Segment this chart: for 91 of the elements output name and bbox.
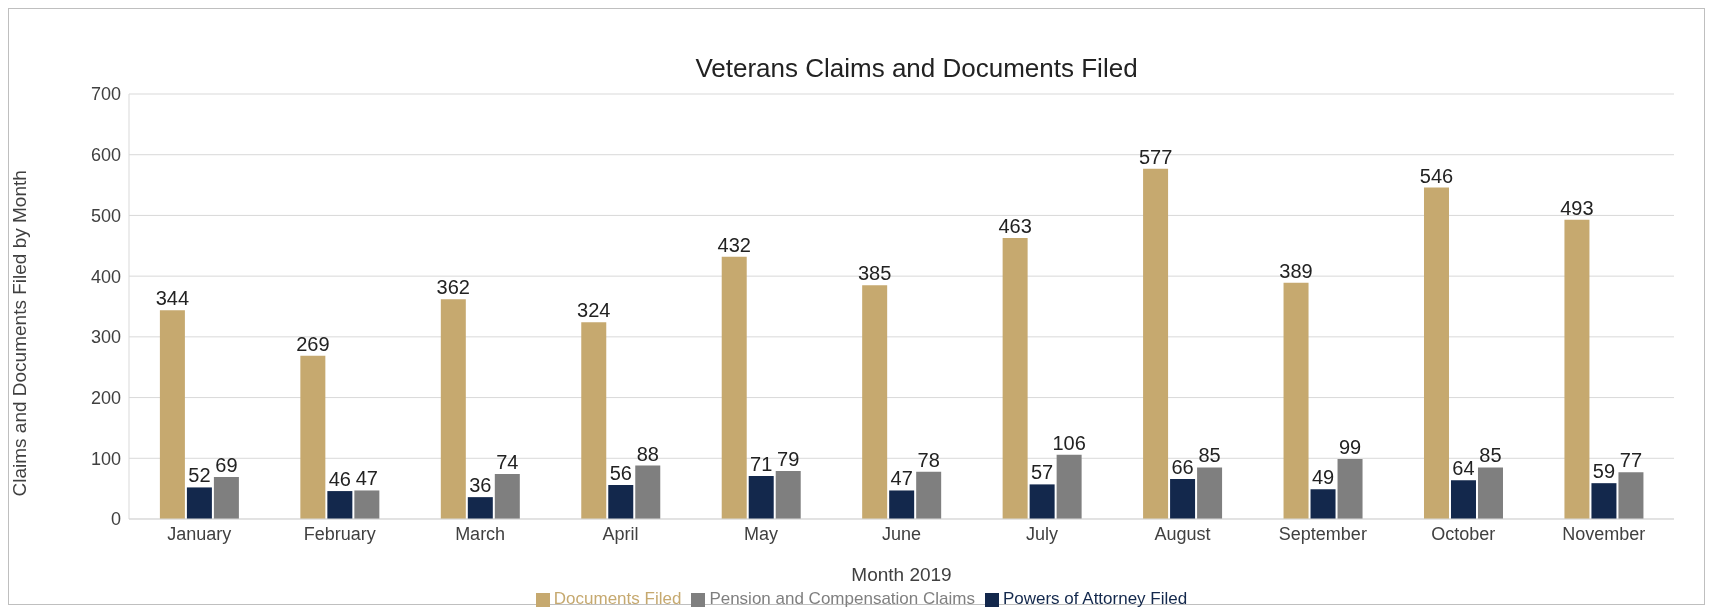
data-label: 577 xyxy=(1138,145,1173,168)
data-label: 59 xyxy=(1592,460,1616,483)
bar xyxy=(1591,483,1617,519)
x-axis-title: Month 2019 xyxy=(851,564,952,585)
legend-label: Documents Filed xyxy=(553,589,682,608)
data-label: 85 xyxy=(1198,444,1221,467)
bar xyxy=(1337,458,1363,519)
bar xyxy=(1450,480,1476,519)
y-tick-label: 300 xyxy=(90,327,121,348)
bar xyxy=(1310,489,1336,519)
data-label: 324 xyxy=(577,299,611,322)
bar xyxy=(440,299,466,519)
bar xyxy=(748,475,774,519)
bar xyxy=(1283,282,1309,519)
data-label: 106 xyxy=(1052,431,1086,454)
data-label: 47 xyxy=(355,467,378,490)
bar xyxy=(889,490,915,519)
x-tick-label: January xyxy=(167,523,232,544)
x-tick-label: September xyxy=(1278,523,1367,544)
data-label: 362 xyxy=(436,276,470,299)
y-tick-label: 100 xyxy=(90,448,121,469)
legend-label: Pension and Compensation Claims xyxy=(709,589,975,608)
bar xyxy=(1564,219,1590,519)
data-label: 71 xyxy=(750,452,773,475)
data-label: 66 xyxy=(1171,455,1194,478)
bar xyxy=(1002,237,1028,519)
y-axis-title: Claims and Documents Filed by Month xyxy=(8,170,30,497)
x-tick-label: July xyxy=(1025,523,1058,544)
data-label: 49 xyxy=(1311,466,1335,489)
bar xyxy=(1170,478,1196,519)
y-tick-label: 600 xyxy=(90,145,121,166)
y-tick-label: 500 xyxy=(90,205,121,226)
x-tick-label: October xyxy=(1431,523,1496,544)
data-label: 52 xyxy=(188,464,211,487)
bar xyxy=(1618,472,1644,519)
data-label: 57 xyxy=(1031,461,1054,484)
x-tick-label: November xyxy=(1562,523,1646,544)
bar xyxy=(862,285,888,519)
bar xyxy=(1423,187,1449,519)
data-label: 77 xyxy=(1619,449,1643,472)
data-label: 85 xyxy=(1479,444,1502,467)
bar xyxy=(916,471,942,519)
bar xyxy=(354,490,380,519)
x-tick-label: June xyxy=(881,523,922,544)
data-label: 78 xyxy=(917,448,940,471)
y-tick-label: 0 xyxy=(110,509,121,530)
bar xyxy=(1477,467,1503,519)
data-label: 344 xyxy=(155,287,190,310)
data-label: 79 xyxy=(777,448,800,471)
bar xyxy=(721,256,747,519)
bar xyxy=(1056,454,1082,519)
x-tick-label: March xyxy=(455,523,506,544)
x-tick-label: May xyxy=(744,523,779,544)
data-label: 269 xyxy=(296,332,330,355)
legend-label: Powers of Attorney Filed xyxy=(1002,589,1188,608)
x-tick-label: February xyxy=(303,523,376,544)
bar xyxy=(213,477,239,519)
data-label: 74 xyxy=(496,451,519,474)
data-label: 47 xyxy=(890,467,913,490)
data-label: 69 xyxy=(215,454,238,477)
bar xyxy=(467,497,493,519)
data-label: 36 xyxy=(469,474,492,497)
data-label: 385 xyxy=(857,262,892,285)
data-label: 463 xyxy=(998,214,1032,237)
bar xyxy=(581,322,607,519)
data-label: 99 xyxy=(1338,435,1362,458)
bar xyxy=(1029,484,1055,519)
x-tick-label: August xyxy=(1154,523,1211,544)
y-tick-label: 700 xyxy=(90,84,121,105)
bar xyxy=(775,471,801,519)
bar xyxy=(608,485,634,519)
bar xyxy=(186,487,212,519)
bar xyxy=(327,491,353,519)
bar xyxy=(635,465,661,519)
y-tick-label: 400 xyxy=(90,266,121,287)
data-label: 546 xyxy=(1419,164,1454,187)
y-tick-label: 200 xyxy=(90,387,121,408)
bar xyxy=(1197,467,1223,519)
chart-title: Veterans Claims and Documents Filed xyxy=(694,52,1139,84)
data-label: 56 xyxy=(609,462,632,484)
data-label: 88 xyxy=(636,442,659,465)
data-label: 432 xyxy=(717,233,751,256)
bar xyxy=(300,355,326,519)
bar xyxy=(159,310,185,519)
x-tick-label: April xyxy=(602,523,639,544)
data-label: 389 xyxy=(1279,259,1313,282)
data-label: 493 xyxy=(1560,196,1594,219)
data-label: 46 xyxy=(328,468,351,491)
data-label: 64 xyxy=(1452,457,1475,480)
bar xyxy=(1143,168,1169,519)
bar xyxy=(494,474,520,519)
